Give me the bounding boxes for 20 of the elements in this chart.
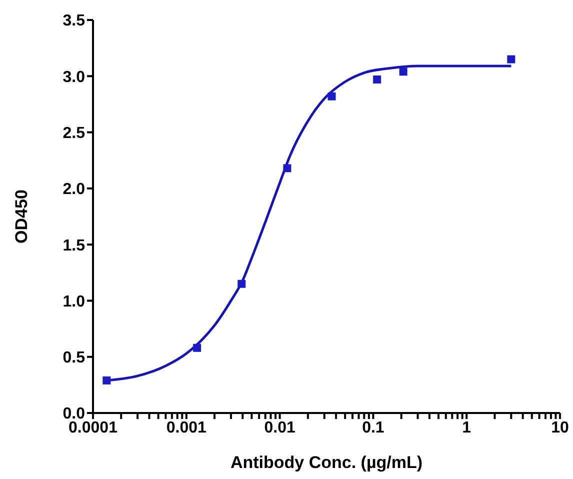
x-tick-label: 0.001 xyxy=(166,419,207,436)
y-tick-label: 2.5 xyxy=(62,124,86,142)
x-tick-label: 0.0001 xyxy=(68,419,118,436)
x-tick-label: 0.1 xyxy=(362,419,384,436)
y-tick-label: 2.0 xyxy=(62,181,86,198)
y-tick-label: 1.0 xyxy=(62,293,86,310)
point xyxy=(238,280,246,288)
point xyxy=(283,164,292,172)
x-tick-label: 1 xyxy=(462,419,472,436)
y-axis-title: OD450 xyxy=(12,190,32,244)
x-tick-label: 10 xyxy=(551,419,569,436)
x-tick-label: 0.01 xyxy=(264,419,296,436)
y-tick-label: 1.5 xyxy=(62,237,86,254)
point xyxy=(373,76,382,84)
point xyxy=(193,344,202,352)
y-tick-label: 3.5 xyxy=(62,12,86,30)
point xyxy=(328,92,336,100)
y-tick-label: 0.5 xyxy=(62,350,86,367)
x-axis-title: Antibody Conc. (µg/mL) xyxy=(230,453,423,472)
y-tick-label: 3.0 xyxy=(62,68,86,86)
